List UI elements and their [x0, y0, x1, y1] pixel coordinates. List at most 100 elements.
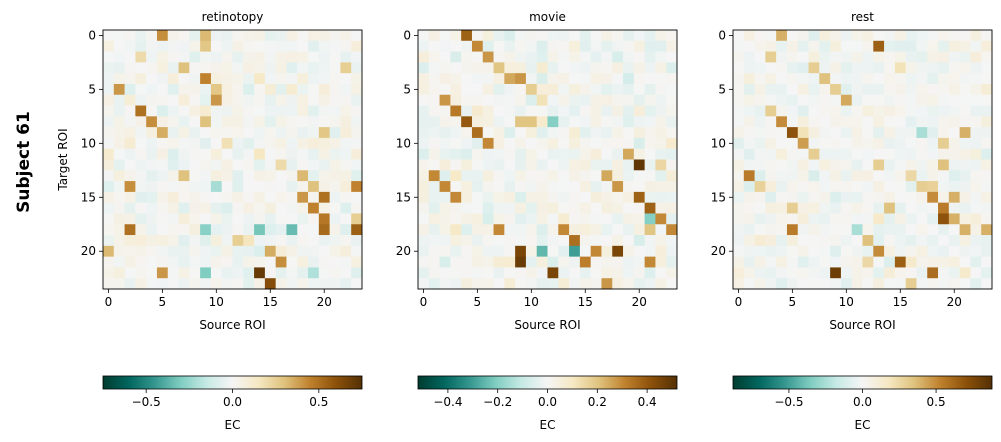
heatmap-cell — [797, 202, 809, 214]
heatmap-cell — [733, 256, 745, 268]
heatmap-cell — [450, 170, 462, 182]
y-axis-label: Target ROI — [56, 128, 70, 191]
heatmap-cell — [329, 94, 341, 106]
heatmap-cell — [525, 256, 538, 268]
heatmap-cell — [156, 235, 169, 247]
heatmap-cell — [439, 181, 451, 193]
heatmap-cell — [318, 245, 331, 258]
heatmap-cell — [450, 159, 462, 171]
heatmap-cell — [579, 256, 592, 268]
heatmap-cell — [633, 127, 646, 139]
heatmap-cell — [819, 105, 831, 117]
heatmap-cell — [862, 213, 874, 225]
heatmap-cell — [894, 245, 907, 258]
heatmap-cell — [776, 170, 788, 182]
heatmap-cell — [808, 278, 820, 290]
heatmap-cell — [655, 245, 667, 258]
heatmap-cell — [113, 137, 125, 150]
heatmap-cell — [590, 245, 602, 258]
heatmap-cell — [146, 127, 158, 139]
heatmap-cell — [830, 267, 842, 279]
heatmap-cell — [471, 73, 484, 85]
heatmap-cell — [428, 105, 440, 117]
heatmap-cell — [981, 40, 993, 52]
heatmap-cell — [884, 267, 896, 279]
heatmap-cell — [156, 73, 169, 85]
heatmap-cell — [743, 181, 755, 193]
heatmap-cell — [232, 256, 244, 268]
heatmap-cell — [418, 245, 430, 258]
heatmap-cell — [948, 40, 961, 52]
heatmap-cell — [135, 181, 147, 193]
heatmap-cell — [579, 62, 592, 74]
heatmap-cell — [482, 127, 494, 139]
heatmap-cell — [612, 235, 624, 247]
heatmap-cell — [569, 159, 581, 171]
heatmap-cell — [200, 191, 212, 204]
heatmap-cell — [232, 62, 244, 74]
heatmap-cell — [113, 148, 125, 160]
heatmap-cell — [297, 267, 309, 279]
heatmap-cell — [666, 51, 678, 63]
heatmap-cell — [884, 30, 896, 42]
heatmap-cell — [819, 256, 831, 268]
heatmap-cell — [894, 137, 907, 150]
heatmap-cell — [156, 62, 169, 74]
heatmap-cell — [948, 267, 961, 279]
heatmap-cell — [515, 191, 527, 204]
heatmap-cell — [351, 148, 363, 160]
heatmap-cell — [439, 40, 451, 52]
heatmap-cell — [948, 94, 961, 106]
heatmap-cell — [146, 62, 158, 74]
heatmap-cell — [733, 137, 745, 150]
y-tick-label: 5 — [88, 82, 96, 96]
heatmap-cell — [612, 127, 624, 139]
heatmap-cell — [916, 170, 928, 182]
heatmap-cell — [884, 116, 896, 128]
heatmap-cell — [210, 181, 223, 193]
heatmap-cell — [862, 51, 874, 63]
heatmap-cell — [927, 202, 939, 214]
heatmap-cell — [103, 94, 115, 106]
heatmap-cell — [558, 170, 570, 182]
heatmap-cell — [329, 40, 341, 52]
heatmap-cell — [733, 83, 745, 96]
heatmap-cell — [113, 51, 125, 63]
heatmap-cell — [644, 127, 656, 139]
heatmap-cell — [633, 202, 646, 214]
heatmap-cell — [959, 170, 971, 182]
heatmap-cell — [851, 127, 863, 139]
heatmap-cell — [264, 224, 277, 236]
heatmap-cell — [916, 278, 928, 290]
heatmap-cell — [308, 40, 320, 52]
heatmap-cell — [927, 51, 939, 63]
heatmap-cell — [450, 94, 462, 106]
heatmap-cell — [103, 235, 115, 247]
heatmap-cell — [819, 202, 831, 214]
heatmap-cell — [894, 170, 907, 182]
heatmap-cell — [916, 30, 928, 42]
heatmap-cell — [840, 30, 853, 42]
heatmap-cell — [830, 235, 842, 247]
heatmap-cell — [428, 51, 440, 63]
heatmap-cell — [970, 159, 982, 171]
heatmap-cell — [948, 278, 961, 290]
heatmap-cell — [275, 30, 287, 42]
heatmap-cell — [981, 213, 993, 225]
heatmap-cell — [210, 278, 223, 290]
heatmap-cell — [482, 73, 494, 85]
heatmap-cell — [819, 245, 831, 258]
heatmap-cell — [200, 116, 212, 128]
heatmap-cell — [461, 40, 473, 52]
heatmap-cell — [471, 181, 484, 193]
heatmap-cell — [243, 256, 255, 268]
heatmap-cell — [493, 105, 505, 117]
heatmap-cell — [146, 170, 158, 182]
heatmap-cell — [959, 137, 971, 150]
heatmap-cell — [124, 245, 136, 258]
heatmap-cell — [633, 62, 646, 74]
heatmap-cell — [819, 148, 831, 160]
heatmap-cell — [644, 148, 656, 160]
heatmap-cell — [232, 94, 244, 106]
